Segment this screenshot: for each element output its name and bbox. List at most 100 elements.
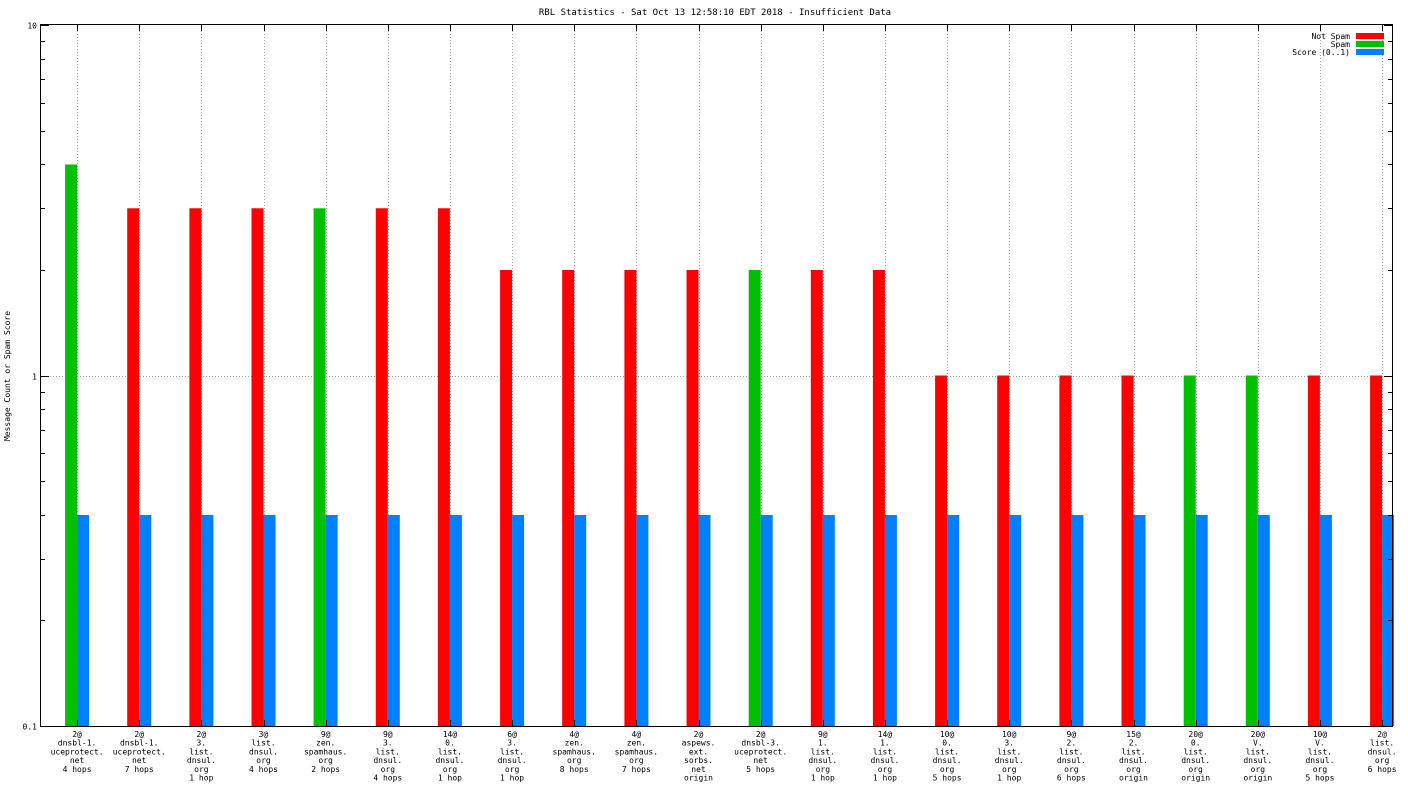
bar-not-spam <box>127 208 140 727</box>
x-category-line: 6@ <box>507 730 517 739</box>
x-category-line: dnsul. <box>373 756 402 765</box>
bar-score-0-1 <box>387 515 400 726</box>
legend-swatch <box>1356 41 1384 47</box>
bar-score-0-1 <box>263 515 276 726</box>
x-category-label: 3@ list. dnsul. org 4 hops <box>249 730 278 774</box>
bar-score-0-1 <box>201 515 214 726</box>
x-category-line: V. <box>1315 739 1325 748</box>
x-category-line: origin <box>684 774 713 783</box>
x-category-label: 15@ 2. list. dnsul. org origin <box>1119 730 1148 783</box>
x-category-line: org <box>567 756 582 765</box>
x-category-line: org <box>940 765 955 774</box>
bar-not-spam <box>437 208 450 727</box>
x-category-line: list. <box>251 739 275 748</box>
x-category-line: origin <box>1243 774 1272 783</box>
bar-not-spam <box>872 270 885 726</box>
x-category-line: dnsul. <box>995 756 1024 765</box>
x-category-line: list. <box>811 747 835 756</box>
x-category-line: 3. <box>197 739 207 748</box>
x-category-line: list. <box>376 747 400 756</box>
x-category-line: zen. <box>565 739 584 748</box>
x-category-label: 4@ zen. spamhaus. org 8 hops <box>553 730 596 774</box>
x-category-line: list. <box>935 747 959 756</box>
x-category-line: list. <box>1121 747 1145 756</box>
x-category-line: origin <box>1181 774 1210 783</box>
x-category-label: 9@ 1. list. dnsul. org 1 hop <box>808 730 837 783</box>
bar-score-0-1 <box>884 515 897 726</box>
y-tick-label: 0.1 <box>23 723 38 732</box>
x-category-line: 3. <box>383 739 393 748</box>
legend-label: Spam <box>1331 40 1350 49</box>
x-category-label: 14@ 0. list. dnsul. org 1 hop <box>435 730 464 783</box>
bar-score-0-1 <box>636 515 649 726</box>
x-category-line: dnsul. <box>498 756 527 765</box>
bar-spam <box>1245 375 1258 726</box>
x-category-label: 20@ 0. list. dnsul. org origin <box>1181 730 1210 783</box>
x-category-label: 4@ zen. spamhaus. org 7 hops <box>615 730 658 774</box>
x-category-line: 6 hops <box>1368 765 1397 774</box>
x-category-line: org <box>629 756 644 765</box>
x-category-line: org <box>505 765 520 774</box>
bar-score-0-1 <box>574 515 587 726</box>
bar-score-0-1 <box>512 515 525 726</box>
x-category-line: origin <box>1119 774 1148 783</box>
x-category-line: 9@ <box>383 730 393 739</box>
x-category-line: 7 hops <box>125 765 154 774</box>
x-category-line: 8 hops <box>560 765 589 774</box>
x-category-line: list. <box>997 747 1021 756</box>
x-category-line: net <box>70 756 85 765</box>
bar-not-spam <box>624 270 637 726</box>
x-category-line: 20@ <box>1188 730 1203 739</box>
x-category-line: 2@ <box>72 730 82 739</box>
x-category-line: 20@ <box>1251 730 1266 739</box>
x-category-line: org <box>878 765 893 774</box>
x-category-line: dnsul. <box>933 756 962 765</box>
x-category-line: dnsul. <box>187 756 216 765</box>
bar-score-0-1 <box>1133 515 1146 726</box>
x-category-line: 14@ <box>878 730 893 739</box>
legend-swatch <box>1356 49 1384 55</box>
x-category-line: 1. <box>880 739 890 748</box>
bar-spam <box>313 208 326 727</box>
x-category-line: dnsul. <box>1368 747 1397 756</box>
x-category-label: 10@ V. list. dnsul. org 5 hops <box>1305 730 1334 783</box>
x-category-line: org <box>1126 765 1141 774</box>
x-category-line: 10@ <box>1313 730 1328 739</box>
bar-score-0-1 <box>822 515 835 726</box>
x-category-line: uceprotect. <box>51 747 104 756</box>
x-category-line: spamhaus. <box>304 747 347 756</box>
x-category-line: list. <box>1246 747 1270 756</box>
legend-label: Score (0..1) <box>1292 48 1350 57</box>
legend-label: Not Spam <box>1311 32 1350 41</box>
x-category-label: 2@ aspews. ext. sorbs. net origin <box>682 730 716 783</box>
x-category-line: org <box>1002 765 1017 774</box>
bar-not-spam <box>375 208 388 727</box>
x-category-line: 1 hop <box>811 774 835 783</box>
x-category-label: 2@ list. dnsul. org 6 hops <box>1368 730 1397 774</box>
x-category-line: 4 hops <box>249 765 278 774</box>
x-category-line: 5 hops <box>933 774 962 783</box>
x-category-line: org <box>381 765 396 774</box>
x-category-line: 4 hops <box>63 765 92 774</box>
bar-not-spam <box>1059 375 1072 726</box>
x-category-line: zen. <box>627 739 646 748</box>
x-category-line: org <box>318 756 333 765</box>
x-category-line: dnsul. <box>870 756 899 765</box>
x-category-line: 7 hops <box>622 765 651 774</box>
x-category-line: dnsul. <box>1057 756 1086 765</box>
x-category-line: list. <box>1370 739 1394 748</box>
bars <box>65 164 1395 727</box>
x-category-label: 10@ 3. list. dnsul. org 1 hop <box>995 730 1024 783</box>
x-category-line: org <box>1375 756 1390 765</box>
x-category-line: list. <box>873 747 897 756</box>
bar-score-0-1 <box>1009 515 1022 726</box>
bar-not-spam <box>1121 375 1134 726</box>
bar-not-spam <box>1370 375 1383 726</box>
x-category-line: 10@ <box>1002 730 1017 739</box>
x-category-label: 10@ 0. list. dnsul. org 5 hops <box>933 730 962 783</box>
x-category-label: 20@ V. list. dnsul. org origin <box>1243 730 1272 783</box>
x-category-line: dnsul. <box>1181 756 1210 765</box>
x-category-line: uceprotect. <box>734 747 787 756</box>
